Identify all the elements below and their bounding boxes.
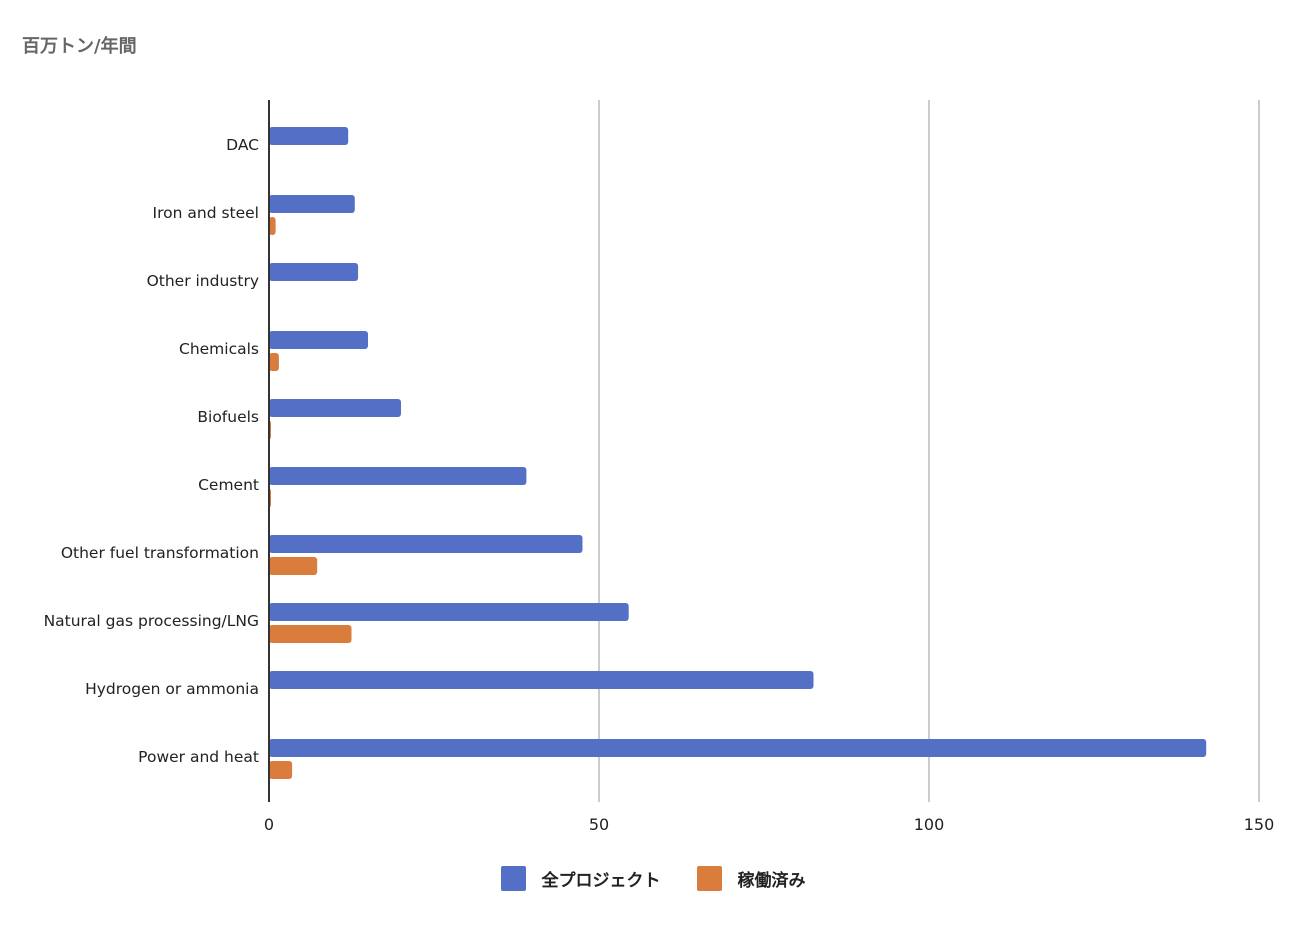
x-tick-label: 150 bbox=[1244, 815, 1275, 834]
x-tick-label: 100 bbox=[914, 815, 945, 834]
legend: 全プロジェクト 稼働済み bbox=[0, 866, 1306, 891]
bar-operational bbox=[269, 761, 293, 779]
category-label: Power and heat bbox=[138, 748, 259, 766]
category-label: Iron and steel bbox=[153, 204, 259, 222]
x-tick-label: 0 bbox=[264, 815, 274, 834]
bar-all-projects bbox=[269, 127, 349, 145]
category-label: Chemicals bbox=[179, 340, 259, 358]
bar-operational bbox=[269, 353, 279, 371]
bar-all-projects bbox=[269, 263, 359, 281]
category-label: Other fuel transformation bbox=[61, 544, 259, 562]
bar-operational bbox=[269, 217, 276, 235]
bar-all-projects bbox=[269, 195, 355, 213]
category-label: Hydrogen or ammonia bbox=[85, 680, 259, 698]
category-label: DAC bbox=[226, 136, 259, 154]
bar-all-projects bbox=[269, 739, 1207, 757]
bar-all-projects bbox=[269, 535, 583, 553]
bar-all-projects bbox=[269, 467, 527, 485]
bar-all-projects bbox=[269, 331, 368, 349]
unit-label: 百万トン/年間 bbox=[22, 36, 137, 57]
x-tick-label: 50 bbox=[589, 815, 609, 834]
category-label: Natural gas processing/LNG bbox=[44, 612, 259, 630]
bar-operational bbox=[269, 557, 318, 575]
legend-swatch-operational bbox=[696, 866, 722, 891]
category-label: Cement bbox=[198, 476, 259, 494]
legend-label-all-projects: 全プロジェクト bbox=[541, 871, 661, 891]
category-label: Biofuels bbox=[197, 408, 259, 426]
legend-swatch-all-projects bbox=[500, 866, 526, 891]
legend-label-operational: 稼働済み bbox=[737, 871, 806, 891]
bar-all-projects bbox=[269, 671, 814, 689]
legend-item-all-projects[interactable]: 全プロジェクト bbox=[500, 866, 661, 891]
category-label: Other industry bbox=[147, 272, 259, 290]
bar-all-projects bbox=[269, 399, 401, 417]
legend-item-operational[interactable]: 稼働済み bbox=[696, 866, 806, 891]
bar-all-projects bbox=[269, 603, 629, 621]
bar-operational bbox=[269, 625, 352, 643]
